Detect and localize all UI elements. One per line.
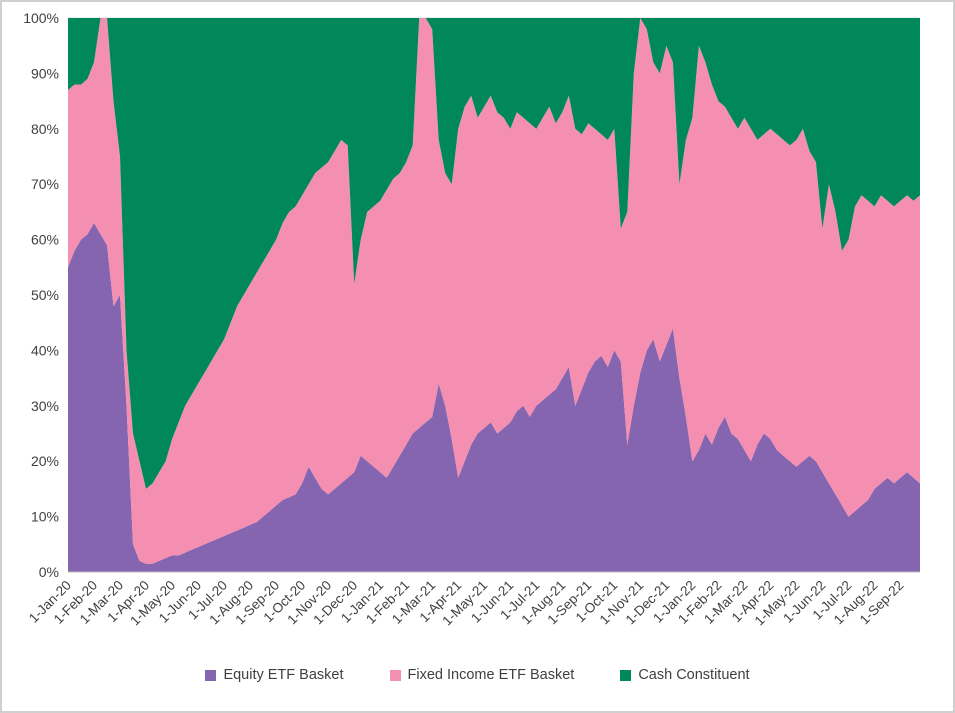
area-series-1 <box>68 18 920 564</box>
y-tick-label: 70% <box>31 176 59 192</box>
y-tick-label: 80% <box>31 121 59 137</box>
legend-swatch-fixed-income-icon <box>389 669 401 681</box>
legend-label-equity: Equity ETF Basket <box>223 667 344 683</box>
legend-item-equity: Equity ETF Basket <box>205 667 344 683</box>
stacked-area-chart: 0%10%20%30%40%50%60%70%80%90%100%1-Jan-2… <box>23 10 920 628</box>
y-tick-label: 50% <box>31 287 59 303</box>
y-tick-label: 90% <box>31 65 59 81</box>
area-series-2 <box>68 18 920 489</box>
legend-label-cash: Cash Constituent <box>638 667 750 683</box>
legend-label-fixed-income: Fixed Income ETF Basket <box>407 667 575 683</box>
area-series-0 <box>68 223 920 572</box>
chart-legend: Equity ETF Basket Fixed Income ETF Baske… <box>2 667 953 683</box>
legend-swatch-equity-icon <box>205 669 217 681</box>
y-tick-label: 10% <box>31 509 59 525</box>
y-tick-label: 30% <box>31 398 59 414</box>
y-tick-label: 0% <box>39 564 59 580</box>
y-tick-label: 60% <box>31 232 59 248</box>
y-tick-label: 40% <box>31 342 59 358</box>
legend-item-cash: Cash Constituent <box>620 667 750 683</box>
legend-swatch-cash-icon <box>620 669 632 681</box>
legend-item-fixed-income: Fixed Income ETF Basket <box>389 667 575 683</box>
y-tick-label: 20% <box>31 453 59 469</box>
y-tick-label: 100% <box>23 10 59 26</box>
